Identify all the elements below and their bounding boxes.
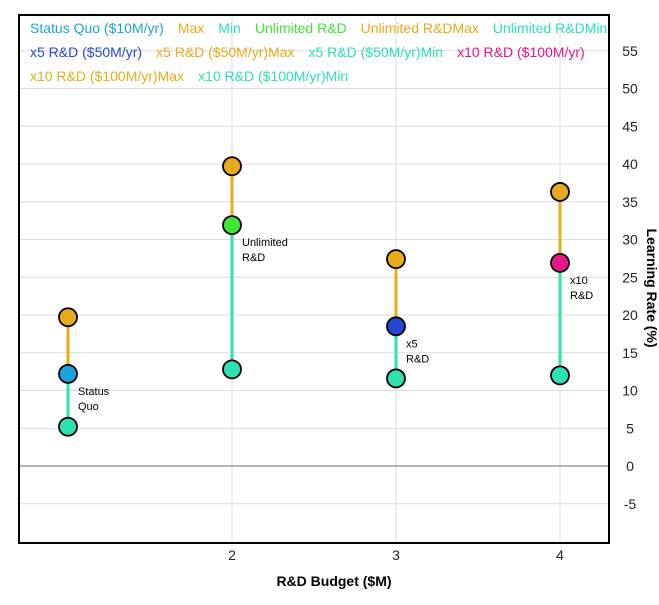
max-point [550,182,570,202]
y-tick-label: 55 [622,43,638,59]
point-label: Status [78,386,110,398]
point-label: R&D [570,290,593,302]
x-tick-label: 3 [392,547,400,563]
point-label: x5 [406,338,418,350]
legend: Status Quo ($10M/yr) Max Min Unlimited R&D U… [30,20,607,84]
x-axis-title: R&D Budget ($M) [276,573,391,589]
y-tick-label: 15 [622,345,638,361]
y-tick-label: 0 [626,458,634,474]
value-point [222,215,242,236]
point-labels: Status Quo Unlimited R&D x5 R&D x10 R&D [78,237,593,413]
y-tick-label: 40 [622,156,638,172]
y-tick-label: -5 [624,496,637,512]
legend-entry: x10 R&D ($100M/yr)Max [30,68,184,84]
legend-entry: x5 R&D ($50M/yr) [30,44,142,60]
point-label: R&D [406,353,429,365]
x-tick-label: 4 [556,547,564,563]
legend-entry: x5 R&D ($50M/yr)Max [156,44,294,60]
legend-entry: x10 R&D ($100M/yr) [457,44,585,60]
legend-entry: Unlimited R&DMax [361,20,479,36]
max-point [386,249,406,270]
min-point [386,368,406,389]
max-point [222,156,242,177]
point-label: Quo [78,401,99,413]
grid [19,15,609,543]
point-label: x10 [570,275,588,287]
y-tick-label: 20 [622,307,638,323]
y-tick-label: 35 [622,194,638,210]
y-tick-label: 45 [622,118,638,134]
min-point [222,359,242,380]
y-tick-label: 5 [626,420,634,436]
value-point [58,363,78,384]
plot-frame [18,14,610,544]
legend-entry: Unlimited R&D [255,20,347,36]
y-tick-label: 10 [622,383,638,399]
point-label: Unlimited [242,237,288,249]
point-label: R&D [242,252,265,264]
legend-entry: Unlimited R&DMin [493,20,607,36]
min-point [58,416,78,437]
x-tick-label: 2 [228,547,236,563]
legend-entry: Max [178,20,204,36]
min-point [550,365,570,386]
y-axis-title: Learning Rate (%) [644,228,659,347]
legend-entry: Status Quo ($10M/yr) [30,20,164,36]
max-point [58,307,78,328]
legend-entry: x10 R&D ($100M/yr)Min [198,68,348,84]
data-points [58,156,570,437]
y-tick-label: 30 [622,232,638,248]
y-tick-label: 25 [622,269,638,285]
legend-entry: Min [218,20,241,36]
x-axis-ticks: 2 3 4 [228,547,564,563]
range-bars [66,166,562,427]
value-point [550,253,570,273]
legend-entry: x5 R&D ($50M/yr)Min [309,44,444,60]
y-tick-label: 50 [622,81,638,97]
value-point [386,316,406,337]
